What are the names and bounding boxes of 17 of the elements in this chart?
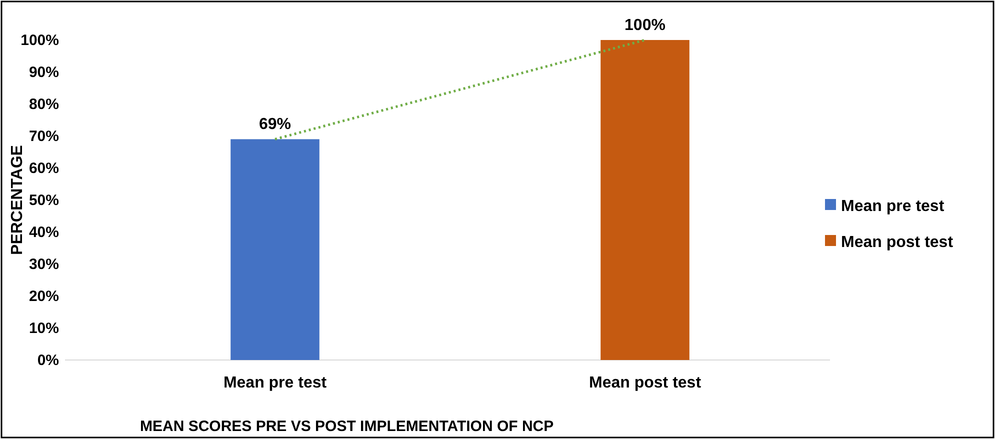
y-tick-label: 90% — [28, 64, 59, 81]
y-axis-title: PERCENTAGE — [9, 144, 26, 255]
y-tick-label: 30% — [28, 256, 59, 273]
y-tick-label: 60% — [28, 160, 59, 177]
y-tick-label: 40% — [28, 224, 59, 241]
y-tick-label: 80% — [28, 96, 59, 113]
y-tick-label: 70% — [28, 128, 59, 145]
y-tick-label: 0% — [37, 352, 59, 369]
x-axis-title: MEAN SCORES PRE VS POST IMPLEMENTATION OF NCP — [140, 418, 554, 435]
legend-label: Mean post test — [841, 234, 954, 251]
data-label: 69% — [258, 116, 292, 134]
legend-label: Mean pre test — [841, 198, 945, 215]
y-tick-label: 10% — [28, 320, 59, 337]
y-tick-label: 50% — [28, 192, 59, 209]
y-tick-label: 20% — [28, 288, 59, 305]
data-label: 100% — [624, 17, 666, 34]
y-tick-label: 100% — [20, 32, 59, 49]
